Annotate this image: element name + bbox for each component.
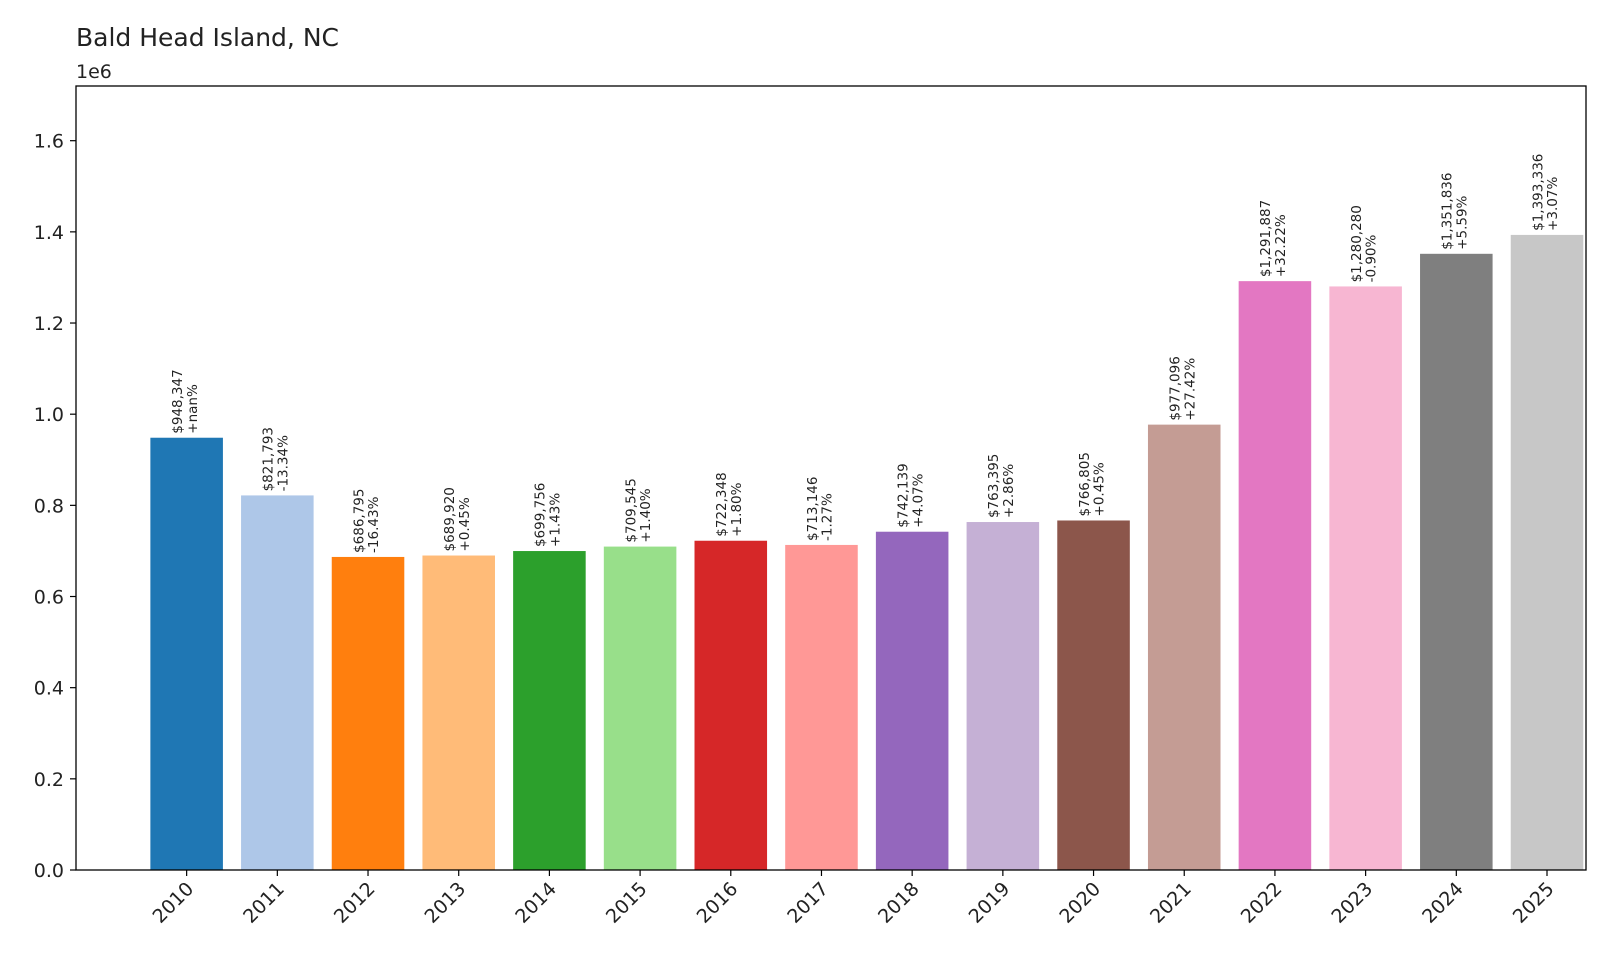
bar-2019 (966, 522, 1040, 870)
bar-change-label: +32.22% (1273, 214, 1289, 277)
bar-2015 (603, 546, 677, 870)
bar-2021 (1147, 424, 1221, 870)
bar-change-label: +4.07% (910, 473, 926, 527)
bar-2016 (694, 540, 768, 870)
bar-value-label: $699,756 (533, 483, 549, 547)
bar-2018 (875, 531, 949, 870)
bar-2024 (1420, 253, 1493, 870)
bar-label-2011: $821,793-13.34% (261, 427, 292, 491)
bar-change-label: -0.90% (1364, 235, 1380, 283)
bar-value-label: $1,351,836 (1440, 173, 1456, 250)
bar-label-2022: $1,291,887+32.22% (1258, 200, 1289, 277)
y-tick-label-0.8: 0.8 (34, 495, 64, 517)
bar-change-label: +nan% (185, 384, 201, 434)
bar-change-label: +3.07% (1545, 177, 1561, 231)
y-tick-label-0.0: 0.0 (34, 860, 64, 882)
x-tick-label-2022: 2022 (1237, 878, 1287, 928)
y-offset-label: 1e6 (76, 61, 112, 83)
y-tick-label-1.4: 1.4 (34, 222, 64, 244)
bars-group (150, 234, 1584, 870)
bar-2010 (150, 437, 223, 870)
bar-value-label: $722,348 (714, 472, 730, 536)
x-tick-label-2025: 2025 (1509, 878, 1559, 928)
y-tick-label-0.4: 0.4 (34, 678, 64, 700)
x-tick-label-2024: 2024 (1418, 878, 1468, 928)
bar-label-2017: $713,146-1.27% (805, 477, 836, 541)
bar-label-2010: $948,347+nan% (170, 369, 201, 433)
bar-2020 (1057, 520, 1130, 870)
x-tick-label-2014: 2014 (511, 878, 561, 928)
bar-label-2014: $699,756+1.43% (533, 483, 564, 547)
plot-frame (75, 85, 1587, 871)
bar-labels-group: $948,347+nan% $821,793-13.34% $686,795-16.… (170, 154, 1561, 553)
bar-2023 (1329, 286, 1402, 870)
bar-label-2013: $689,920+0.45% (442, 487, 473, 551)
bar-2017 (785, 544, 858, 870)
bar-value-label: $709,545 (623, 478, 639, 542)
bar-2014 (513, 551, 586, 870)
bar-value-label: $948,347 (170, 369, 186, 433)
x-tick-label-2010: 2010 (148, 878, 198, 928)
bar-label-2025: $1,393,336+3.07% (1530, 154, 1561, 231)
bar-value-label: $977,096 (1168, 356, 1184, 420)
bar-label-2016: $722,348+1.80% (714, 472, 745, 536)
bar-change-label: +1.40% (638, 488, 654, 542)
x-tick-label-2015: 2015 (602, 878, 652, 928)
bar-value-label: $821,793 (261, 427, 277, 491)
x-tick-label-2011: 2011 (239, 878, 289, 928)
bar-2013 (422, 555, 495, 870)
bar-2022 (1238, 281, 1312, 870)
bar-change-label: -16.43% (366, 496, 382, 553)
bar-change-label: -1.27% (820, 493, 836, 541)
y-axis: 0.0 0.2 0.4 0.6 0.8 1.0 1.2 1.4 1.6 (34, 131, 76, 882)
chart-title: Bald Head Island, NC (76, 23, 339, 52)
x-tick-label-2020: 2020 (1055, 878, 1105, 928)
bar-label-2019: $763,395+2.86% (986, 454, 1017, 518)
bar-change-label: +5.59% (1454, 195, 1470, 249)
bar-label-2018: $742,139+4.07% (895, 463, 926, 527)
bar-value-label: $713,146 (805, 477, 821, 541)
bar-change-label: +27.42% (1182, 358, 1198, 421)
x-tick-label-2018: 2018 (874, 878, 924, 928)
y-tick-label-0.2: 0.2 (34, 769, 64, 791)
x-tick-label-2016: 2016 (693, 878, 743, 928)
bar-2012 (331, 556, 405, 870)
bar-change-label: -13.34% (275, 435, 291, 492)
bar-change-label: +1.80% (729, 482, 745, 536)
bar-value-label: $766,805 (1077, 452, 1093, 516)
bar-label-2021: $977,096+27.42% (1168, 356, 1199, 420)
x-tick-label-2017: 2017 (783, 878, 833, 928)
y-tick-label-1.6: 1.6 (34, 131, 64, 153)
bar-value-label: $686,795 (351, 489, 367, 553)
bar-value-label: $1,291,887 (1258, 200, 1274, 277)
bar-label-2023: $1,280,280-0.90% (1349, 205, 1380, 282)
bar-change-label: +0.45% (1092, 462, 1108, 516)
x-axis: 2010 2011 2012 2013 2014 2015 2016 2017 2018 2019… (148, 870, 1559, 928)
bar-2011 (241, 495, 314, 870)
bar-2025 (1510, 234, 1584, 870)
x-tick-label-2019: 2019 (965, 878, 1015, 928)
bar-value-label: $763,395 (986, 454, 1002, 518)
bar-label-2020: $766,805+0.45% (1077, 452, 1108, 516)
x-tick-label-2021: 2021 (1146, 878, 1196, 928)
bar-change-label: +0.45% (457, 497, 473, 551)
bar-label-2012: $686,795-16.43% (351, 489, 382, 553)
y-tick-label-1.2: 1.2 (34, 313, 64, 335)
y-tick-label-1.0: 1.0 (34, 404, 64, 426)
y-tick-label-0.6: 0.6 (34, 587, 64, 609)
x-tick-label-2023: 2023 (1327, 878, 1377, 928)
bar-value-label: $1,280,280 (1349, 205, 1365, 282)
bar-label-2024: $1,351,836+5.59% (1440, 173, 1471, 250)
bar-change-label: +1.43% (548, 493, 564, 547)
bar-label-2015: $709,545+1.40% (623, 478, 654, 542)
bar-change-label: +2.86% (1001, 464, 1017, 518)
x-tick-label-2012: 2012 (330, 878, 380, 928)
bar-value-label: $742,139 (895, 463, 911, 527)
bar-value-label: $1,393,336 (1530, 154, 1546, 231)
x-tick-label-2013: 2013 (420, 878, 470, 928)
bar-value-label: $689,920 (442, 487, 458, 551)
